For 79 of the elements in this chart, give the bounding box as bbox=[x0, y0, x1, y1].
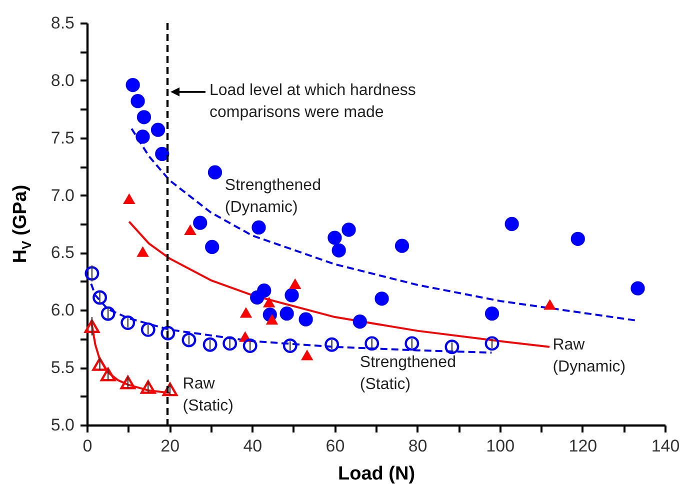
point bbox=[140, 380, 156, 394]
x-tick-label: 100 bbox=[486, 436, 515, 456]
point bbox=[444, 340, 460, 354]
x-tick-label: 0 bbox=[82, 436, 92, 456]
y-tick-label: 6.0 bbox=[50, 300, 74, 320]
x-tick-label: 20 bbox=[160, 436, 180, 456]
y-tick-label: 7.0 bbox=[50, 186, 74, 205]
point bbox=[298, 312, 313, 326]
point bbox=[300, 350, 314, 360]
point bbox=[92, 290, 108, 305]
point bbox=[280, 306, 294, 321]
point bbox=[364, 336, 380, 351]
point bbox=[162, 382, 178, 396]
annotation: Load level at which hardness comparisons were made bbox=[210, 82, 416, 121]
line-series bbox=[128, 220, 550, 348]
y-tick-label: 5.0 bbox=[50, 416, 74, 434]
series-label: Strengthened (Dynamic) bbox=[224, 176, 321, 216]
point bbox=[284, 288, 299, 302]
point bbox=[120, 316, 136, 330]
y-tick-label: 8.0 bbox=[50, 70, 74, 90]
line-series bbox=[130, 128, 638, 322]
point bbox=[394, 238, 410, 253]
point bbox=[202, 337, 218, 352]
series-label: Strengthened (Static) bbox=[360, 354, 456, 393]
point bbox=[84, 266, 100, 281]
y-tick-label: 8.5 bbox=[50, 14, 74, 32]
point bbox=[324, 337, 340, 352]
point bbox=[332, 243, 346, 258]
point bbox=[328, 230, 342, 245]
point bbox=[222, 336, 238, 351]
y-tick-label: 5.5 bbox=[50, 358, 74, 378]
y-tick-label: 6.5 bbox=[50, 243, 74, 262]
point bbox=[155, 146, 170, 161]
x-tick-label: 140 bbox=[651, 436, 680, 456]
point bbox=[374, 292, 389, 306]
x-tick-label: 40 bbox=[243, 436, 262, 456]
point bbox=[342, 222, 356, 237]
point bbox=[92, 357, 108, 371]
point bbox=[100, 368, 116, 382]
series-label: Raw (Dynamic) bbox=[552, 336, 626, 376]
point bbox=[630, 281, 645, 296]
point bbox=[282, 338, 298, 353]
point bbox=[136, 130, 150, 144]
point bbox=[266, 314, 278, 325]
x-tick-label: 80 bbox=[408, 436, 428, 456]
point bbox=[242, 338, 258, 353]
point bbox=[140, 322, 156, 337]
x-tick-label: 120 bbox=[568, 436, 598, 456]
point bbox=[570, 232, 585, 246]
point bbox=[136, 246, 149, 257]
x-axis-title: Load (N) bbox=[338, 464, 416, 484]
y-tick-label: 7.5 bbox=[50, 128, 74, 148]
series-label: Raw (Static) bbox=[182, 376, 234, 415]
point bbox=[240, 307, 252, 318]
point bbox=[205, 240, 220, 254]
point bbox=[160, 326, 176, 340]
point bbox=[504, 216, 519, 232]
point bbox=[130, 94, 145, 108]
point bbox=[120, 376, 136, 390]
point bbox=[208, 165, 222, 180]
point bbox=[484, 336, 500, 351]
point bbox=[84, 319, 100, 333]
point bbox=[252, 220, 266, 235]
point bbox=[136, 110, 152, 124]
point bbox=[352, 314, 367, 329]
point bbox=[100, 306, 116, 321]
point bbox=[150, 122, 166, 137]
point bbox=[257, 284, 272, 298]
x-tick-label: 60 bbox=[326, 436, 345, 456]
point bbox=[182, 332, 196, 348]
point bbox=[544, 299, 556, 310]
point bbox=[262, 296, 276, 308]
point bbox=[288, 278, 302, 290]
point bbox=[484, 306, 500, 321]
point bbox=[184, 224, 196, 236]
point bbox=[126, 78, 140, 92]
point bbox=[404, 336, 420, 351]
point bbox=[122, 193, 136, 204]
point bbox=[193, 216, 208, 230]
